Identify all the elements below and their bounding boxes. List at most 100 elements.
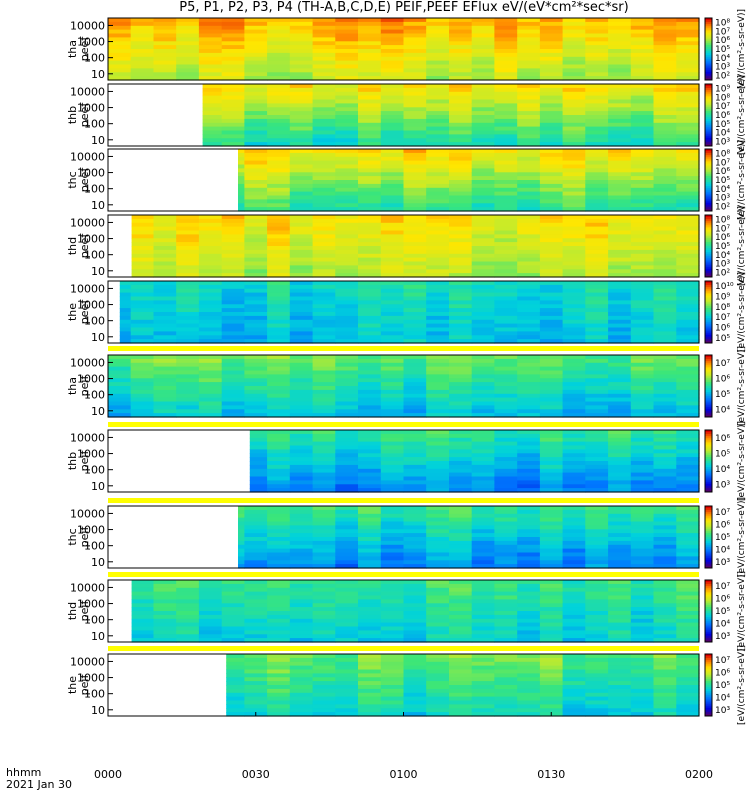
heatmap-cell [221,281,245,286]
heatmap-cell [221,626,245,631]
y-tick-label: 10 [91,134,105,147]
heatmap-cell [653,76,677,81]
heatmap-cell [585,397,609,403]
heatmap-cell [653,284,677,290]
heatmap-cell [108,33,132,38]
heatmap-cell [562,56,586,62]
heatmap-cell [517,261,541,266]
heatmap-cell [221,370,245,375]
heatmap-cell [426,122,450,128]
heatmap-cell [653,587,677,593]
heatmap-cell [198,68,223,73]
heatmap-cell [539,246,564,251]
heatmap-cell [517,358,541,364]
heatmap-cell [676,183,700,189]
heatmap-cell [494,457,518,462]
heatmap-cell [267,269,291,274]
heatmap-cell [517,480,541,485]
heatmap-cell [494,525,518,530]
heatmap-cell [335,378,359,383]
heatmap-cell [358,95,382,101]
heatmap-cell [358,253,382,259]
heatmap-cell [289,91,314,97]
y-tick-label: 10 [91,704,105,717]
heatmap-cell [539,618,564,624]
heatmap-cell [585,319,609,325]
heatmap-cell [608,681,632,686]
heatmap-cell [130,56,154,62]
heatmap-cell [153,315,177,321]
heatmap-cell [494,99,518,104]
heatmap-cell [403,413,427,418]
heatmap-cell [358,191,382,197]
heatmap-cell [312,374,336,379]
heatmap-cell [312,187,336,193]
heatmap-cell [608,176,632,181]
heatmap-cell [358,68,382,73]
heatmap-cell [289,630,314,635]
y-tick-label: 100 [84,688,105,701]
heatmap-cell [403,107,427,112]
heatmap-cell [312,607,336,612]
heatmap-cell [562,308,586,313]
heatmap-cell [426,661,450,667]
heatmap-cell [676,430,700,435]
heatmap-cell [449,661,473,667]
heatmap-cell [676,288,700,294]
colorbar-segment [705,330,712,334]
heatmap-cell [562,611,586,616]
heatmap-cell [653,253,677,259]
heatmap-cell [608,657,632,663]
heatmap-cell [426,525,450,530]
colorbar-segment [705,532,712,536]
heatmap-cell [335,386,359,391]
colorbar-tick-label: 10² [715,269,730,279]
heatmap-cell [380,222,405,228]
heatmap-cell [108,56,132,62]
heatmap-cell [517,187,541,193]
heatmap-cell [608,509,632,515]
heatmap-cell [244,111,268,116]
heatmap-cell [380,249,405,255]
heatmap-cell [653,401,677,406]
heatmap-cell [517,595,541,600]
colorbar-tick-label: 10³ [715,480,730,490]
heatmap-cell [608,548,632,554]
heatmap-cell [630,64,655,69]
heatmap-cell [335,614,359,620]
heatmap-cell [539,603,564,608]
heatmap-cell [585,654,609,659]
heatmap-cell [153,249,177,255]
heatmap-cell [335,284,359,290]
colorbar-segment [705,592,712,595]
heatmap-cell [312,335,336,340]
heatmap-cell [608,488,632,493]
heatmap-cell [585,191,609,197]
heatmap-cell [267,688,291,694]
heatmap-cell [403,261,427,266]
heatmap-cell [289,634,314,639]
heatmap-cell [108,25,132,31]
colorbar-segment [705,59,712,62]
heatmap-cell [653,630,677,635]
colorbar-segment [705,444,712,448]
heatmap-cell [471,87,495,93]
heatmap-cell [426,72,450,77]
heatmap-cell [494,449,518,454]
heatmap-cell [676,484,700,489]
heatmap-cell [289,638,314,643]
heatmap-cell [221,49,245,54]
heatmap-cell [471,681,495,686]
heatmap-cell [221,355,245,360]
heatmap-cell [244,222,268,228]
heatmap-cell [153,230,177,235]
colorbar-frame [704,505,713,569]
heatmap-cell [335,355,359,360]
heatmap-cell [653,126,677,132]
heatmap-cell [267,292,291,298]
heatmap-cell [426,386,450,391]
heatmap-cell [289,587,314,593]
heatmap-cell [676,708,700,713]
heatmap-cell [426,548,450,554]
heatmap-cell [312,540,336,546]
